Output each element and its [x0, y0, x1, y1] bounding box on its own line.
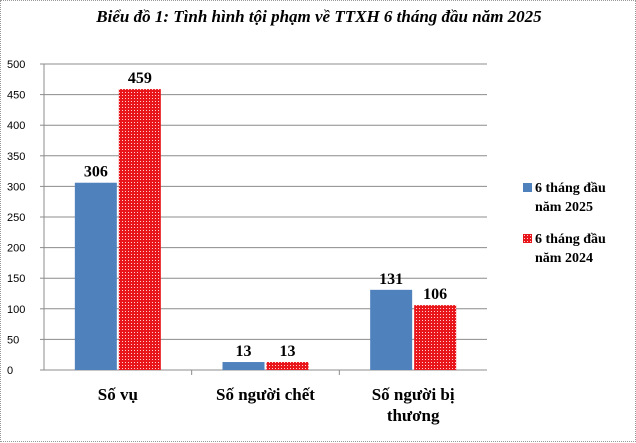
bar	[370, 289, 413, 370]
bar	[414, 305, 457, 370]
y-tick-label: 300	[7, 181, 25, 193]
y-tick-label: 500	[7, 59, 25, 71]
data-label: 13	[280, 343, 296, 360]
y-tick-label: 200	[7, 243, 25, 255]
y-tick-label: 50	[7, 334, 19, 346]
legend-item: 6 tháng đầu năm 2024	[523, 230, 633, 268]
category-labels: Số vụ Số người chết Số người bị thương	[98, 385, 455, 425]
data-label: 13	[236, 343, 252, 360]
legend-swatch	[523, 234, 532, 243]
y-tick-label: 0	[7, 365, 13, 377]
y-tick-label: 450	[7, 90, 25, 102]
data-label: 459	[128, 70, 152, 87]
data-label: 131	[379, 271, 403, 288]
y-tick-labels: 0 50 100 150 200 250 300 350 400 450 500	[7, 59, 25, 377]
bar	[222, 362, 265, 370]
data-label: 306	[84, 164, 108, 181]
category-label: Số người chết	[216, 385, 315, 404]
y-tick-label: 400	[7, 120, 25, 132]
legend: 6 tháng đầu năm 2025 6 tháng đầu năm 2024	[523, 179, 633, 281]
category-label: thương	[387, 406, 440, 425]
y-tick-label: 100	[7, 304, 25, 316]
bar	[118, 89, 161, 370]
category-label: Số vụ	[98, 385, 138, 404]
legend-label: 6 tháng đầu	[535, 232, 606, 247]
legend-label: năm 2025	[535, 200, 593, 215]
legend-swatch	[523, 183, 532, 192]
data-labels: 306 459 13 13 131 106	[84, 70, 447, 360]
bar	[74, 182, 117, 370]
legend-label: năm 2024	[535, 251, 593, 266]
data-label: 106	[423, 286, 447, 303]
bar	[266, 362, 309, 370]
legend-item: 6 tháng đầu năm 2025	[523, 179, 633, 217]
legend-label: 6 tháng đầu	[535, 181, 606, 196]
y-tick-label: 350	[7, 151, 25, 163]
y-tick-label: 150	[7, 273, 25, 285]
bars	[74, 89, 457, 370]
category-label: Số người bị	[372, 385, 455, 404]
axes	[40, 63, 487, 375]
y-tick-label: 250	[7, 212, 25, 224]
chart-title: Biểu đồ 1: Tình hình tội phạm về TTXH 6 …	[96, 7, 542, 26]
